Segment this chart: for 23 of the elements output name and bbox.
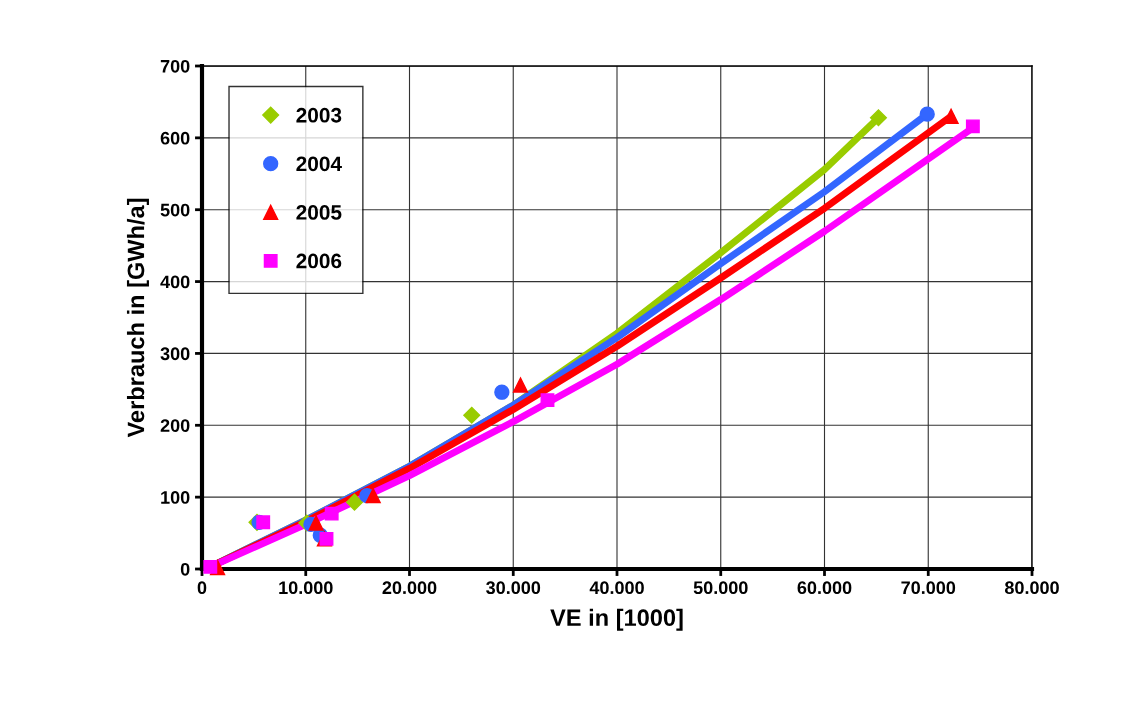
- x-tick-label: 60.000: [797, 581, 852, 595]
- y-tick-label: 200: [160, 419, 190, 433]
- y-tick-label: 600: [160, 131, 190, 145]
- y-tick-label: 700: [160, 59, 190, 73]
- y-axis-title: Verbrauch in [GWh/a]: [126, 198, 149, 438]
- legend-label: 2003: [296, 107, 342, 123]
- y-tick-label: 100: [161, 491, 190, 504]
- x-tick-label: 0: [197, 581, 207, 595]
- y-tick-label: 500: [160, 203, 190, 217]
- x-tick-label: 50.000: [693, 581, 748, 595]
- legend-label: 2005: [296, 205, 342, 220]
- legend-label: 2004: [296, 156, 342, 172]
- y-tick-label: 400: [160, 275, 190, 289]
- x-tick-label: 10.000: [279, 581, 333, 595]
- x-tick-label: 80.000: [1004, 581, 1059, 595]
- x-tick-label: 70.000: [901, 581, 956, 595]
- y-tick-label: 300: [160, 347, 190, 361]
- x-axis-title: VE in [1000]: [550, 608, 683, 631]
- x-tick-label: 20.000: [382, 581, 437, 595]
- x-tick-label: 30.000: [486, 581, 541, 595]
- y-tick-label: 0: [180, 562, 190, 576]
- legend-label: 2006: [296, 253, 342, 269]
- x-tick-label: 40.000: [589, 581, 644, 595]
